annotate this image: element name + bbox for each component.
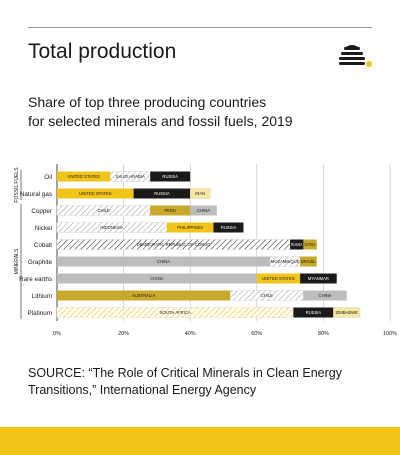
bar-segment xyxy=(56,205,151,216)
bar-segment xyxy=(166,222,214,233)
segment-label: CHINA xyxy=(197,208,210,213)
bar-segment xyxy=(190,205,217,216)
segment-label: RUSSIA xyxy=(154,191,170,196)
x-tick-label: 40% xyxy=(185,331,196,337)
bar-segment xyxy=(290,239,304,250)
group-label: FOSSIL FUELS xyxy=(14,167,20,203)
segment-label: CHINA xyxy=(150,276,163,281)
segment-label: SAUDI ARABIA xyxy=(116,174,145,179)
source-note: SOURCE: “The Role of Critical Minerals i… xyxy=(28,365,373,399)
segment-label: IRAN xyxy=(195,191,205,196)
bar-segment xyxy=(300,273,337,284)
source-line-2: Transitions,” International Energy Agenc… xyxy=(28,383,257,397)
segment-label: CHILE xyxy=(97,208,110,213)
bar-segment xyxy=(57,290,231,301)
bar-segment xyxy=(256,273,301,284)
bar-segment xyxy=(150,205,191,216)
bar-segment xyxy=(189,188,211,199)
x-tick-label: 100% xyxy=(383,331,397,337)
segment-label: PHILIPPINES xyxy=(177,225,203,230)
segment-label: UNITED STATES xyxy=(67,174,100,179)
category-label: Graphite xyxy=(28,259,53,266)
segment-label: ZIMBABWE xyxy=(336,310,359,315)
page-title: Total production xyxy=(28,40,177,63)
subtitle-line-2: for selected minerals and fossil fuels, … xyxy=(28,113,293,129)
segment-label: BRAZIL xyxy=(301,259,316,264)
bar-segment xyxy=(133,188,191,199)
segment-label: RUSSIA xyxy=(291,242,302,247)
labels-layer: 0% 20% 40% 60% 80% 100% Oil UNITED STATES SAUDI … xyxy=(14,167,397,337)
segment-label: CHINA xyxy=(319,293,332,298)
bar-segment xyxy=(57,188,134,199)
segment-label: DEMOCRATIC REPUBLIC OF CONGO xyxy=(137,242,212,247)
category-label: Natural gas xyxy=(20,191,52,198)
category-label: Lithium xyxy=(32,293,52,300)
bar-segment xyxy=(303,239,317,250)
category-label: Rare earths xyxy=(19,276,52,283)
bar-segment xyxy=(57,256,271,267)
source-line-1: SOURCE: “The Role of Critical Minerals i… xyxy=(28,366,342,380)
segment-label: PERU xyxy=(164,208,176,213)
bars-layer xyxy=(56,171,361,318)
segment-label: UNITED STATES xyxy=(79,191,112,196)
segment-label: AUSTRALIA xyxy=(304,242,315,247)
bar-segment xyxy=(293,307,334,318)
category-label: Nickel xyxy=(35,225,52,232)
segment-label: UNITED STATES xyxy=(262,276,295,281)
beehive-icon xyxy=(339,45,372,67)
top-rule xyxy=(28,27,372,28)
category-label: Copper xyxy=(31,208,52,215)
bar-segment xyxy=(333,307,361,318)
segment-label: AUSTRALIA xyxy=(132,293,155,298)
x-tick-label: 0% xyxy=(53,331,61,337)
bar-segment xyxy=(57,273,257,284)
footer-bar xyxy=(0,427,400,455)
bar-segment xyxy=(57,171,111,182)
bar-segment xyxy=(150,171,191,182)
x-tick-label: 20% xyxy=(118,331,129,337)
subtitle-line-1: Share of top three producing countries xyxy=(28,94,267,110)
category-label: Platinum xyxy=(28,310,53,317)
segment-label: RUSSIA xyxy=(221,225,237,230)
category-label: Cobalt xyxy=(34,242,52,249)
chart-subtitle: Share of top three producing countries f… xyxy=(28,93,368,131)
bar-segment xyxy=(110,171,151,182)
x-tick-label: 60% xyxy=(251,331,262,337)
bar-segment xyxy=(213,222,244,233)
segment-label: CHINA xyxy=(157,259,170,264)
category-label: Oil xyxy=(44,174,52,181)
segment-label: MOZAMBIQUE xyxy=(271,259,300,264)
group-label: MINERALS xyxy=(14,248,20,274)
stacked-bar-chart: 0% 20% 40% 60% 80% 100% Oil UNITED STATES SAUDI … xyxy=(14,164,397,337)
segment-label: RUSSIA xyxy=(306,310,322,315)
segment-label: INDONESIA xyxy=(100,225,123,230)
x-tick-label: 80% xyxy=(318,331,329,337)
segment-label: SOUTH AFRICA xyxy=(160,310,191,315)
bar-segment xyxy=(303,290,347,301)
segment-label: CHILE xyxy=(261,293,274,298)
segment-label: RUSSIA xyxy=(162,174,178,179)
bar-segment xyxy=(300,256,317,267)
segment-label: MYANMAR xyxy=(308,276,329,281)
